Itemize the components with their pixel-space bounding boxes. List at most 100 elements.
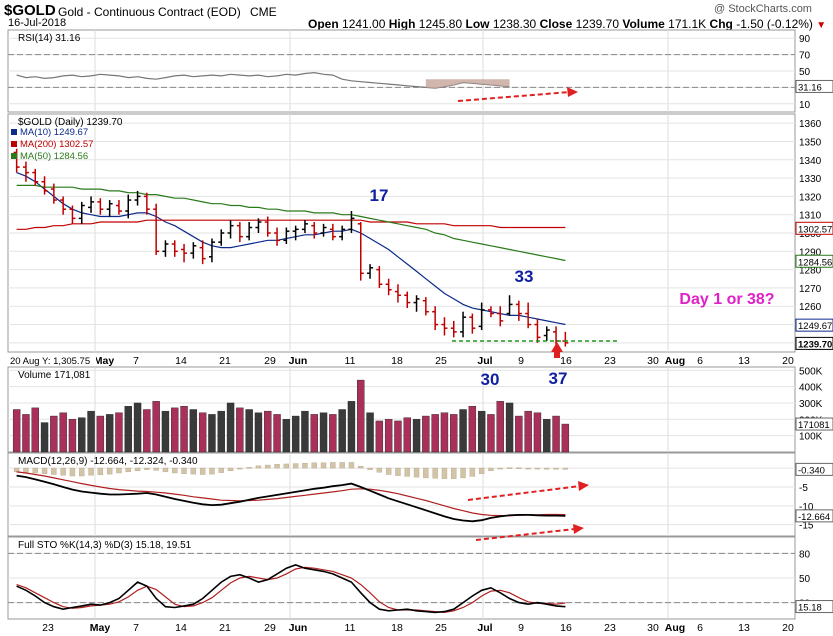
- price-x-label-1: 7: [133, 355, 139, 367]
- macd-histogram-bar: [88, 467, 94, 476]
- sto-x-label-3: 14: [175, 622, 187, 634]
- down-arrow-icon: ▼: [816, 20, 827, 31]
- volume-bar: [198, 412, 207, 453]
- volume-bar: [375, 420, 384, 453]
- volume-bar: [384, 419, 393, 453]
- volume-bar: [208, 414, 216, 453]
- price-x-label-0: May: [94, 355, 115, 367]
- rsi-arrow-head-icon: [567, 87, 578, 97]
- volume-bar: [338, 409, 346, 453]
- price-value-box-1: [795, 254, 833, 268]
- volume-bar: [40, 422, 49, 453]
- volume-bar: [431, 414, 439, 453]
- y-tick-label-macd-1: -5: [799, 483, 808, 494]
- y-tick-label-macd-2: -10: [799, 502, 814, 513]
- macd-histogram-bar: [376, 467, 383, 473]
- macd-histogram-bar: [162, 467, 169, 473]
- legend-price: $GOLD (Daily) 1239.70: [18, 117, 123, 128]
- price-x-label-9: Jul: [477, 355, 492, 367]
- price-x-label-4: 29: [264, 355, 276, 367]
- price-x-label-10: 9: [518, 355, 524, 367]
- chg-label: Chg: [709, 17, 733, 31]
- red-up-arrow-icon: [551, 342, 563, 358]
- macd-histogram-bar: [451, 467, 457, 479]
- ma-legend-swatch-2: [11, 153, 17, 159]
- price-value-label-0: 1302.57: [798, 224, 832, 235]
- volume-bar: [161, 410, 170, 453]
- legend-macd: MACD(12,26,9) -12.664, -12.324, -0.340: [18, 456, 198, 467]
- price-x-label-5: Jun: [289, 355, 308, 367]
- volume-bar: [347, 401, 356, 453]
- macd-histogram-bar: [134, 467, 141, 471]
- chg-value: -1.50 (-0.12%): [736, 17, 813, 31]
- macd-histogram-bar: [441, 467, 448, 479]
- macd-histogram-bar: [209, 467, 215, 475]
- volume-bar: [96, 415, 105, 453]
- volume-bar: [236, 407, 244, 453]
- macd-histogram-bar: [302, 462, 308, 469]
- price-x-label-6: 11: [345, 355, 356, 367]
- price-x-label-16: 13: [738, 355, 750, 367]
- sto-x-label-5: 29: [264, 622, 276, 634]
- volume-bar: [319, 412, 328, 453]
- open-label: Open: [308, 17, 339, 31]
- price-value-label-1: 1284.56: [798, 257, 832, 268]
- macd-histogram-bar: [385, 467, 392, 475]
- volume-bar: [273, 414, 281, 453]
- sto-value-label: 15.18: [798, 603, 822, 614]
- volume-bar: [226, 402, 235, 453]
- ma-legend-2: MA(50) 1284.56: [20, 151, 88, 162]
- volume-bar: [496, 401, 504, 453]
- volume-bar: [87, 410, 95, 453]
- price-x-label-3: 21: [219, 355, 231, 367]
- header-name: Gold - Continuous Contract (EOD): [58, 5, 241, 19]
- volume-bar: [115, 412, 123, 453]
- macd-histogram-bar: [553, 467, 559, 470]
- volume-value: 171.1K: [668, 17, 707, 31]
- macd-histogram-bar: [246, 467, 252, 469]
- y-tick-label-price-0: 1360: [799, 119, 822, 130]
- volume-bar: [143, 409, 151, 453]
- macd-histogram-bar: [488, 467, 494, 471]
- close-label: Close: [539, 17, 573, 31]
- price-x-label-13: 30: [647, 355, 659, 367]
- y-tick-label-volume-4: 100K: [799, 432, 823, 443]
- macd-line: [16, 474, 566, 523]
- ma-legend-1: MA(200) 1302.57: [20, 139, 93, 150]
- annotation-2: 30: [481, 370, 500, 389]
- price-x-label-17: 20: [782, 355, 794, 367]
- sto-x-label-4: 21: [219, 622, 231, 634]
- macd-signal-line: [16, 471, 566, 517]
- macd-histogram-bar: [423, 467, 429, 479]
- volume-bar: [133, 402, 142, 453]
- annotation-0: 17: [370, 186, 389, 205]
- macd-histogram-bar: [23, 467, 29, 473]
- macd-histogram-bar: [544, 467, 550, 470]
- price-value-box-2: [795, 318, 833, 332]
- ohlc-bar: Open 1241.00 High 1245.80 Low 1238.30 Cl…: [308, 17, 826, 31]
- y-tick-label-volume-0: 500K: [799, 366, 823, 377]
- high-label: High: [388, 17, 416, 31]
- macd-histogram-bar: [339, 462, 345, 469]
- high-value: 1245.80: [418, 17, 463, 31]
- y-tick-label-price-4: 1320: [799, 192, 822, 203]
- macd-histogram-bar: [32, 467, 38, 474]
- ma-legend-swatch-0: [11, 129, 17, 135]
- volume-bar: [105, 414, 114, 453]
- volume-bar: [78, 417, 86, 453]
- volume-bar: [357, 379, 365, 453]
- y-tick-label-sto-1: 50: [799, 574, 811, 585]
- sto-k-line: [16, 564, 566, 614]
- rsi-value-label: 31.16: [798, 82, 822, 93]
- macd-histogram-bar: [144, 467, 150, 470]
- macd-histogram-bar: [413, 467, 420, 478]
- macd-histogram-bar: [395, 467, 401, 476]
- y-tick-label-price-3: 1330: [799, 174, 822, 185]
- volume-bar: [22, 414, 30, 453]
- sto-x-label-18: 20: [782, 622, 794, 634]
- volume-bar: [180, 406, 188, 453]
- macd-histogram-bar: [79, 467, 85, 477]
- macd-histogram-bar: [525, 467, 531, 470]
- volume-bar: [403, 417, 411, 453]
- low-label: Low: [465, 17, 490, 31]
